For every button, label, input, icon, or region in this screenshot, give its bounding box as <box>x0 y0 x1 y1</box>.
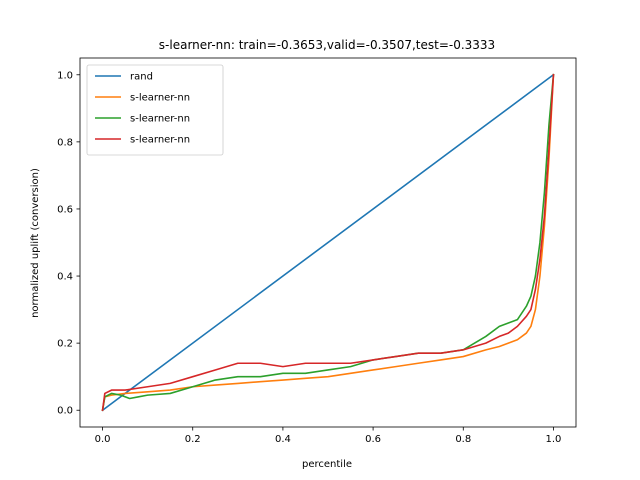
y-tick-label: 1.0 <box>57 70 73 81</box>
chart-title: s-learner-nn: train=-0.3653,valid=-0.350… <box>159 38 495 52</box>
series-line-0 <box>101 73 555 412</box>
series-line-1 <box>101 73 555 412</box>
legend: rand s-learner-nn s-learner-nn s-learner-nn <box>86 64 224 156</box>
y-tick-label: 0.0 <box>57 406 73 417</box>
y-tick-label: 0.2 <box>57 339 73 350</box>
legend-label-2: s-learner-nn <box>130 114 190 125</box>
series-line-3 <box>101 73 555 412</box>
plot-area: 0.0 0.2 0.4 0.6 0.8 1.0 0.0 0.2 0.4 0.6 0.8 1.0 <box>57 57 577 445</box>
x-axis-label: percentile <box>302 459 352 470</box>
x-tick-label: 0.0 <box>95 434 111 445</box>
x-tick-label: 0.6 <box>365 434 381 445</box>
legend-label-3: s-learner-nn <box>130 135 190 146</box>
x-tick-label: 0.2 <box>185 434 201 445</box>
y-tick-label: 0.4 <box>57 272 73 283</box>
y-axis-label: normalized uplift (conversion) <box>30 168 41 318</box>
series-line-2 <box>101 73 555 412</box>
legend-box <box>86 64 224 156</box>
y-tick-label: 0.8 <box>57 137 73 148</box>
x-tick-label: 0.8 <box>455 434 471 445</box>
legend-label-1: s-learner-nn <box>130 93 190 104</box>
legend-label-0: rand <box>130 72 153 83</box>
axes-frame <box>79 57 577 428</box>
x-tick-label: 1.0 <box>546 434 562 445</box>
y-tick-label: 0.6 <box>57 204 73 215</box>
x-tick-label: 0.4 <box>275 434 291 445</box>
